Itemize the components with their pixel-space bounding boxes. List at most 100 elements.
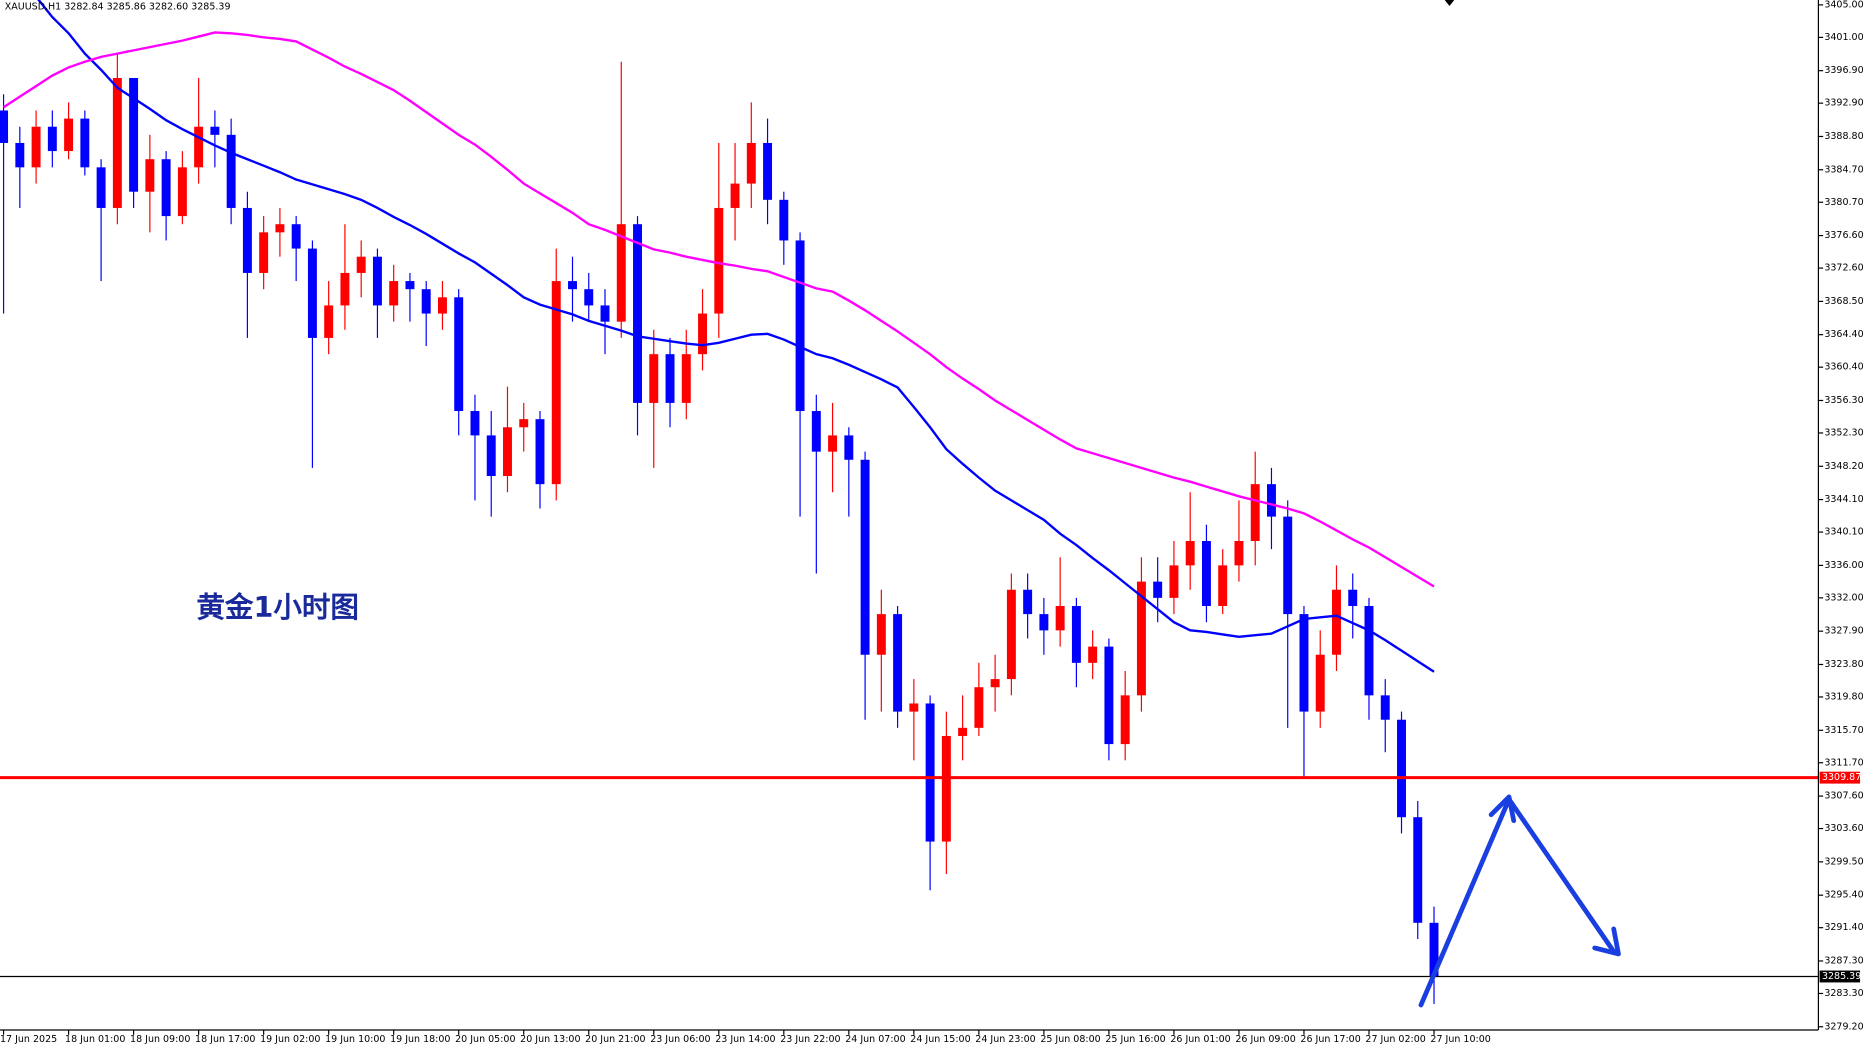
- candle-body: [714, 207, 724, 314]
- y-tick-label: 3372.60: [1824, 263, 1863, 274]
- y-tick-label: 3392.90: [1824, 98, 1863, 109]
- candle-body: [1136, 581, 1146, 696]
- candle-body: [1429, 922, 1439, 977]
- y-tick-label: 3344.10: [1824, 494, 1863, 505]
- x-tick-label: 23 Jun 22:00: [780, 1034, 840, 1045]
- candle-body: [1266, 484, 1276, 517]
- y-tick-label: 3405.00: [1824, 0, 1863, 10]
- candle-body: [584, 289, 594, 306]
- candle-body: [1315, 654, 1325, 712]
- moving-average: [37, 0, 1435, 673]
- y-tick-label: 3315.70: [1824, 725, 1863, 736]
- candle-body: [746, 142, 756, 184]
- annotation: 黄金1小时图: [196, 590, 359, 624]
- candle-body: [503, 427, 512, 477]
- y-tick-label: 3307.60: [1824, 791, 1863, 802]
- y-tick-label: 3287.30: [1824, 955, 1863, 966]
- candle-body: [1332, 589, 1341, 655]
- candle-body: [633, 224, 642, 403]
- x-tick-label: 26 Jun 17:00: [1300, 1034, 1360, 1045]
- candle-body: [909, 703, 919, 712]
- y-tick-label: 3388.80: [1824, 131, 1863, 142]
- candle-body: [1169, 565, 1179, 598]
- candle-body: [535, 419, 545, 485]
- candle-body: [763, 142, 773, 200]
- candle-body: [210, 126, 220, 135]
- x-tick-label: 20 Jun 13:00: [520, 1034, 580, 1045]
- price-tag-label: 3285.39: [1822, 971, 1861, 982]
- arrow-head: [1592, 926, 1621, 957]
- candle-body: [519, 419, 529, 428]
- candle-body: [324, 305, 334, 338]
- candle-body: [389, 281, 399, 306]
- candle-body: [47, 126, 57, 152]
- candle-body: [372, 256, 382, 306]
- candle-body: [31, 126, 41, 168]
- candle-body: [1283, 516, 1293, 615]
- candle-body: [129, 77, 139, 192]
- candle-body: [665, 354, 675, 403]
- x-tick-label: 25 Jun 16:00: [1105, 1034, 1165, 1045]
- candle-body: [96, 167, 106, 208]
- x-tick-label: 18 Jun 01:00: [65, 1034, 125, 1045]
- candle-body: [1104, 646, 1114, 745]
- candle-body: [958, 727, 968, 736]
- candle-body: [730, 183, 740, 208]
- y-tick-label: 3283.30: [1824, 988, 1863, 999]
- x-tick-label: 18 Jun 17:00: [195, 1034, 255, 1045]
- candle-body: [1039, 614, 1049, 631]
- candle-body: [698, 313, 708, 355]
- y-tick-label: 3327.90: [1824, 626, 1863, 637]
- y-tick-label: 3401.00: [1824, 32, 1863, 43]
- candle-body: [811, 411, 821, 452]
- y-tick-label: 3299.50: [1824, 856, 1863, 867]
- price-tag: [1819, 771, 1861, 784]
- plot-area: [0, 0, 1819, 1005]
- candle-body: [454, 297, 464, 412]
- candle-body: [1023, 589, 1033, 615]
- price-tag: [1819, 970, 1861, 983]
- candle-body: [356, 256, 366, 273]
- candle-body: [925, 703, 935, 842]
- candle-body: [974, 687, 984, 728]
- y-tick-label: 3336.00: [1824, 560, 1863, 571]
- candle-body: [1120, 695, 1130, 745]
- x-tick-label: 19 Jun 10:00: [325, 1034, 385, 1045]
- y-tick-label: 3291.40: [1824, 922, 1863, 933]
- candle-body: [779, 199, 789, 241]
- x-tick-label: 26 Jun 09:00: [1235, 1034, 1295, 1045]
- candle-body: [844, 435, 854, 460]
- x-tick-label: 17 Jun 2025: [0, 1034, 57, 1045]
- candle-body: [145, 159, 155, 192]
- y-tick-label: 3376.60: [1824, 230, 1863, 241]
- x-tick-label: 19 Jun 18:00: [390, 1034, 450, 1045]
- drawn-arrows: [1418, 794, 1621, 1008]
- x-tick-label: 24 Jun 07:00: [845, 1034, 905, 1045]
- candle-body: [259, 232, 269, 273]
- y-tick-label: 3340.10: [1824, 527, 1863, 538]
- candle-body: [828, 435, 838, 452]
- candle-body: [568, 281, 577, 290]
- candle-body: [307, 248, 317, 338]
- y-tick-label: 3396.90: [1824, 65, 1863, 76]
- x-tick-label: 23 Jun 14:00: [715, 1034, 775, 1045]
- candle-body: [437, 297, 447, 314]
- x-tick-label: 27 Jun 10:00: [1430, 1034, 1490, 1045]
- price-tag-label: 3309.87: [1822, 772, 1861, 783]
- candle-body: [242, 207, 252, 273]
- candle-body: [1218, 565, 1228, 606]
- candle-body: [275, 224, 285, 233]
- candle-body: [1201, 541, 1211, 606]
- y-tick-label: 3380.70: [1824, 197, 1863, 208]
- x-tick-label: 19 Jun 02:00: [260, 1034, 320, 1045]
- y-tick-label: 3295.40: [1824, 890, 1863, 901]
- candle-body: [616, 224, 626, 322]
- y-tick-label: 3352.30: [1824, 427, 1863, 438]
- y-tick-label: 3279.20: [1824, 1021, 1863, 1032]
- y-tick-label: 3311.70: [1824, 757, 1863, 768]
- candle-body: [112, 77, 122, 208]
- y-tick-label: 3303.60: [1824, 823, 1863, 834]
- x-tick-label: 25 Jun 08:00: [1040, 1034, 1100, 1045]
- candle-body: [600, 305, 610, 322]
- candle-body: [1348, 589, 1358, 606]
